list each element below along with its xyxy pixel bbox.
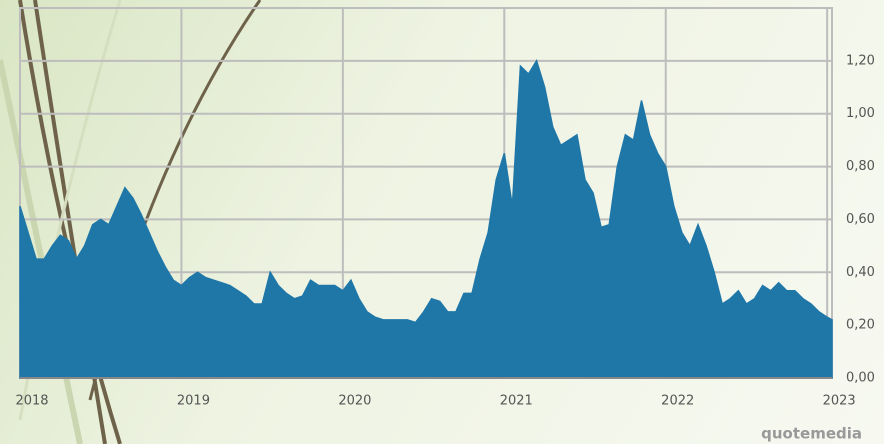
y-tick-label: 0,40 xyxy=(846,265,875,280)
x-tick-label: 2023 xyxy=(823,394,856,409)
y-tick-label: 1,00 xyxy=(846,106,875,121)
y-tick-label: 0,20 xyxy=(846,318,875,333)
x-tick-label: 2020 xyxy=(338,394,371,409)
page: 0,00 0,20 0,40 0,60 0,80 1,00 1,20 2018 2019 2020… xyxy=(0,0,884,444)
watermark: quotemedia xyxy=(761,425,862,443)
x-tick-label: 2022 xyxy=(661,394,694,409)
y-tick-label: 0,60 xyxy=(846,212,875,227)
x-tick-label: 2018 xyxy=(15,394,48,409)
x-tick-label: 2019 xyxy=(177,394,210,409)
x-tick-label: 2021 xyxy=(500,394,533,409)
chart: 0,00 0,20 0,40 0,60 0,80 1,00 1,20 2018 2019 2020… xyxy=(0,0,884,444)
y-tick-label: 1,20 xyxy=(846,53,875,68)
y-tick-label: 0,80 xyxy=(846,159,875,174)
y-tick-label: 0,00 xyxy=(846,371,875,386)
